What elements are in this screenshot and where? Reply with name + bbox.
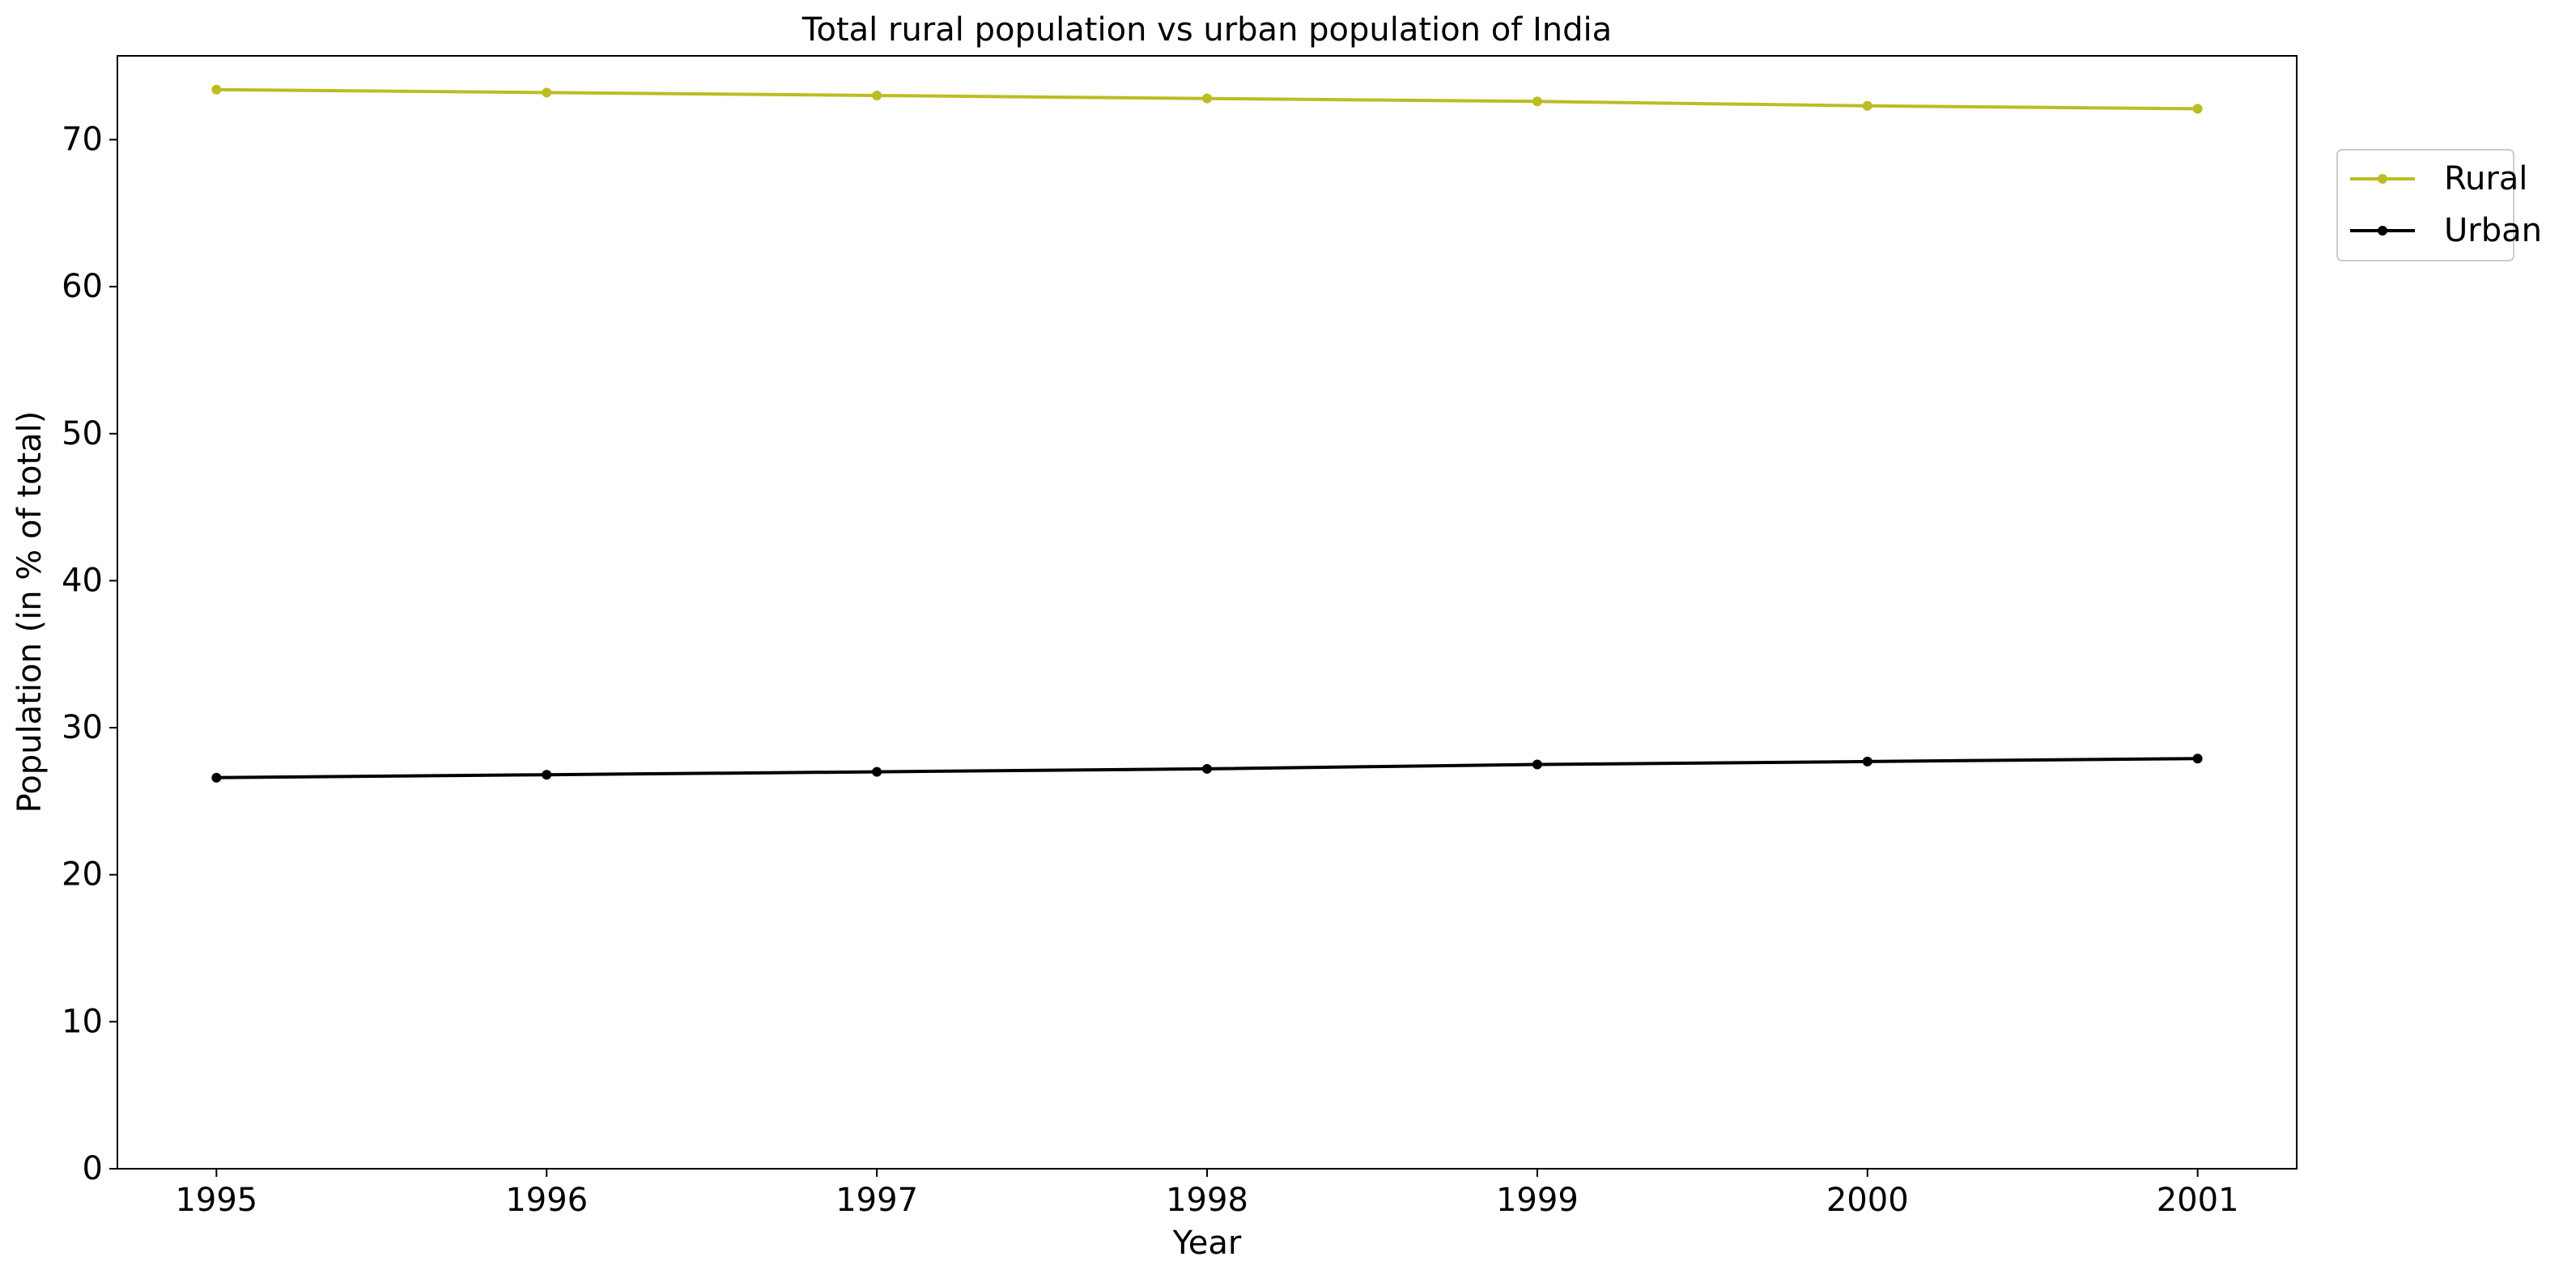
data-point-rural xyxy=(2192,104,2203,114)
x-tick-label: 2001 xyxy=(2157,1182,2239,1219)
y-axis-label: Population (in % of total) xyxy=(11,411,49,813)
y-tick-label: 0 xyxy=(83,1150,103,1187)
plot-area xyxy=(211,84,2203,783)
y-tick-label: 10 xyxy=(62,1003,103,1040)
x-tick-label: 1995 xyxy=(175,1182,257,1219)
data-point-urban xyxy=(2192,754,2203,764)
y-tick-label: 30 xyxy=(62,709,103,746)
x-tick-label: 1996 xyxy=(505,1182,588,1219)
x-tick-label: 1999 xyxy=(1496,1182,1579,1219)
legend-label-urban: Urban xyxy=(2444,212,2542,249)
legend: Rural Urban xyxy=(2336,149,2542,261)
plot-frame xyxy=(117,55,2298,1170)
x-axis-label: Year xyxy=(1172,1225,1242,1262)
data-point-urban xyxy=(542,770,552,780)
legend-marker-rural xyxy=(2378,174,2387,184)
x-tick-label: 1997 xyxy=(835,1182,918,1219)
data-point-urban xyxy=(1532,759,1542,770)
y-tick-label: 70 xyxy=(62,121,103,159)
x-tick-label: 2000 xyxy=(1826,1182,1909,1219)
chart-title: Total rural population vs urban populati… xyxy=(801,11,1612,49)
series-urban xyxy=(211,754,2203,783)
data-point-urban xyxy=(1862,756,1872,766)
legend-label-rural: Rural xyxy=(2444,160,2527,197)
data-point-rural xyxy=(1202,93,1212,104)
y-tick-label: 60 xyxy=(62,268,103,305)
data-point-urban xyxy=(211,772,222,783)
legend-marker-urban xyxy=(2378,226,2387,236)
y-tick-label: 20 xyxy=(62,856,103,894)
y-axis: 0 10 20 30 40 50 60 70 xyxy=(62,121,117,1187)
data-point-rural xyxy=(1532,96,1542,107)
data-point-urban xyxy=(872,766,882,777)
data-point-rural xyxy=(872,91,882,101)
data-point-rural xyxy=(542,87,552,98)
y-tick-label: 50 xyxy=(62,415,103,452)
data-point-rural xyxy=(211,84,222,95)
data-point-rural xyxy=(1862,100,1872,111)
x-tick-label: 1998 xyxy=(1166,1182,1248,1219)
data-point-urban xyxy=(1202,763,1212,774)
series-rural xyxy=(211,84,2203,114)
y-tick-label: 40 xyxy=(62,562,103,599)
x-axis: 1995 1996 1997 1998 1999 2000 2001 xyxy=(175,1169,2239,1219)
